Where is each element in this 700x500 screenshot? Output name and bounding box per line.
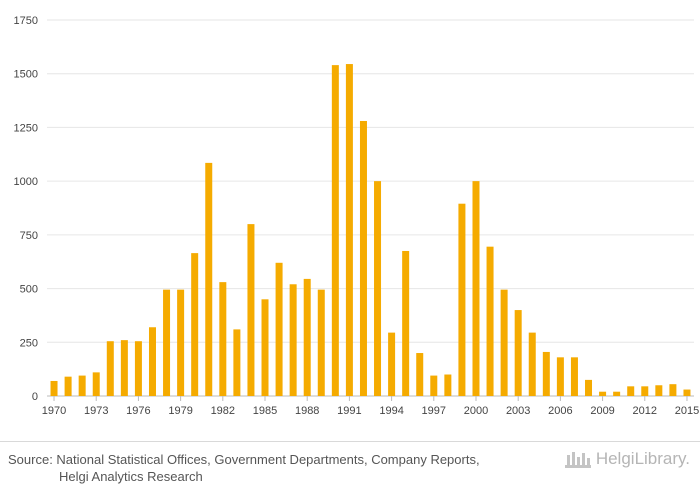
bar-2004: [528, 332, 536, 396]
x-tick-label: 1997: [422, 405, 446, 417]
bar-2013: [655, 385, 663, 396]
x-tick-label: 2006: [548, 405, 572, 417]
bar-1970: [50, 380, 58, 396]
y-tick-label: 1750: [14, 15, 38, 27]
bar-1984: [247, 224, 255, 396]
bar-1999: [458, 203, 466, 396]
bar-1988: [303, 278, 311, 396]
x-tick-label: 1988: [295, 405, 319, 417]
x-tick-label: 1970: [42, 405, 66, 417]
y-tick-label: 1500: [14, 69, 38, 81]
x-tick-label: 2015: [675, 405, 699, 417]
bar-1991: [345, 64, 353, 397]
bar-1974: [106, 341, 114, 396]
bar-1982: [219, 282, 227, 396]
bar-2015: [683, 389, 691, 396]
bar-1992: [359, 120, 367, 396]
x-tick-label: 1976: [126, 405, 150, 417]
bar-2011: [627, 386, 635, 396]
bar-1980: [191, 253, 199, 396]
source-note: Source: National Statistical Offices, Go…: [8, 451, 480, 485]
bar-2001: [486, 246, 494, 396]
bar-2009: [599, 391, 607, 396]
x-tick-label: 1991: [337, 405, 361, 417]
bar-2005: [542, 351, 550, 396]
y-tick-label: 0: [32, 391, 38, 403]
bar-2010: [613, 391, 621, 396]
bar-2014: [669, 384, 677, 396]
x-tick-label: 2012: [633, 405, 657, 417]
bar-1978: [163, 289, 171, 396]
bar-1990: [331, 65, 339, 397]
helgi-library-logo: HelgiLibrary.: [564, 449, 690, 469]
bar-1996: [416, 353, 424, 396]
bar-2003: [514, 310, 522, 396]
bar-1995: [402, 250, 410, 396]
y-tick-label: 750: [20, 230, 38, 242]
bar-1971: [64, 376, 72, 396]
bar-1973: [92, 372, 100, 396]
bar-2007: [570, 357, 578, 396]
bar-2002: [500, 289, 508, 396]
bar-2008: [585, 379, 593, 396]
x-tick-label: 2009: [590, 405, 614, 417]
bar-1977: [148, 327, 156, 396]
x-tick-label: 1979: [168, 405, 192, 417]
bar-1994: [388, 332, 396, 396]
x-tick-label: 1985: [253, 405, 277, 417]
bar-2000: [472, 181, 480, 396]
footer-divider: [0, 441, 700, 442]
y-tick-label: 1000: [14, 176, 38, 188]
x-tick-label: 2000: [464, 405, 488, 417]
source-line-1: Source: National Statistical Offices, Go…: [8, 452, 480, 467]
bar-1993: [374, 181, 382, 396]
bar-2006: [556, 357, 564, 396]
bar-1976: [134, 341, 142, 396]
y-tick-label: 250: [20, 337, 38, 349]
bar-1997: [430, 375, 438, 396]
bar-chart: 0 250 500 750 1000 1250 1500 1750 1970 1973 1976 19…: [14, 15, 700, 417]
bar-1981: [205, 162, 213, 396]
x-tick-label: 2003: [506, 405, 530, 417]
bar-1989: [317, 289, 325, 396]
y-tick-label: 500: [20, 284, 38, 296]
bar-1983: [233, 329, 241, 396]
library-building-icon: [564, 452, 591, 468]
y-tick-label: 1250: [14, 122, 38, 134]
bar-2012: [641, 386, 649, 396]
logo-text: HelgiLibrary.: [595, 449, 690, 468]
x-tick-label: 1982: [211, 405, 235, 417]
bar-1979: [177, 289, 185, 396]
x-tick-label: 1973: [84, 405, 108, 417]
bar-1986: [275, 262, 283, 396]
source-line-2: Helgi Analytics Research: [59, 469, 203, 484]
bar-1975: [120, 340, 128, 396]
x-tick-label: 1994: [379, 405, 403, 417]
bar-1972: [78, 375, 86, 396]
bar-1998: [444, 374, 452, 396]
bar-1987: [289, 284, 297, 396]
bar-1985: [261, 299, 269, 396]
